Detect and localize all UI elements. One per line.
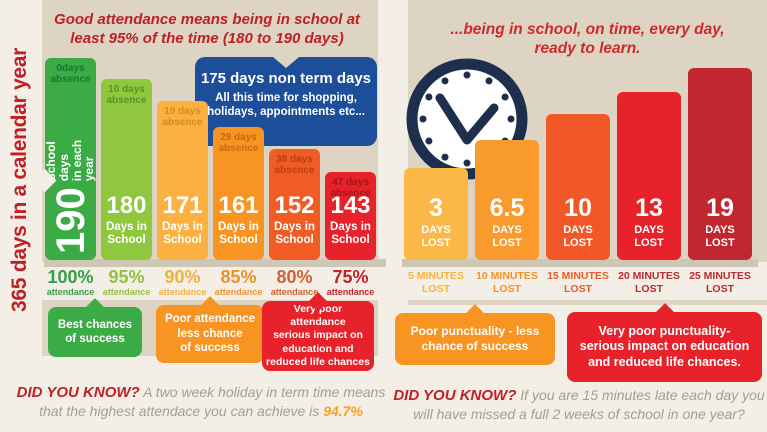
bar-value: 152	[274, 192, 315, 220]
did-you-know-label: DID YOU KNOW?	[393, 387, 517, 404]
minutes-lost-5: 5 MINUTES LOST	[407, 270, 464, 295]
bar-caption: Days in School	[330, 221, 371, 247]
right-panel-lower-background	[408, 300, 767, 305]
did-you-know-right: DID YOU KNOW? If you are 15 minutes late…	[393, 387, 765, 423]
bar-unit: DAYS LOST	[563, 224, 593, 249]
did-you-know-left: DID YOU KNOW? A two week holiday in term…	[15, 384, 387, 420]
bar-days-in-school-171: 19 days absence 171 Days in School	[157, 101, 208, 260]
pct-value: 80%	[276, 267, 313, 287]
bar-caption: Days in School	[274, 221, 315, 247]
minutes-lost-20: 20 MINUTES LOST	[618, 270, 680, 295]
absence-label: 29 days absence	[218, 132, 259, 155]
absence-label: 19 days absence	[162, 106, 203, 129]
pct-value: 90%	[164, 267, 201, 287]
pct-value: 85%	[220, 267, 257, 287]
bar-days-in-school-190: 0days absence 190 School days in each ye…	[32, 58, 97, 260]
pct-word: attendance	[46, 287, 95, 297]
bar-value: 6.5	[489, 194, 525, 223]
bar-value: 143	[330, 192, 371, 220]
bar-unit: DAYS LOST	[705, 224, 735, 249]
bar-days-lost-6-5: 6.5 DAYS LOST	[475, 140, 539, 260]
bubble-tail	[465, 304, 485, 324]
bar-unit: DAYS LOST	[634, 224, 664, 249]
bar-value: 161	[218, 192, 259, 220]
absence-label: 47 days absence	[330, 177, 371, 200]
bubble-text: Best chances of success	[57, 318, 133, 345]
bar-days-lost-19: 19 DAYS LOST	[688, 68, 752, 260]
very-poor-attendance-bubble: Very poor attendance serious impact on e…	[262, 292, 374, 371]
bar-value: 13	[635, 194, 663, 223]
pct-word: attendance	[214, 287, 263, 297]
callout-title: 175 days non term days	[200, 70, 372, 87]
bar-days-in-school-152: 38 days absence 152 Days in School	[269, 149, 320, 260]
bar-value: 190	[48, 187, 93, 254]
pct-word: attendance	[158, 287, 207, 297]
attendance-pct-85: 85% attendance	[211, 268, 266, 297]
pct-value: 100%	[47, 267, 94, 287]
left-chart-baseline	[44, 259, 386, 267]
right-section-title: ...being in school, on time, every day, …	[450, 21, 725, 58]
bar-unit: DAYS LOST	[421, 224, 451, 249]
left-section-title: Good attendance means being in school at…	[54, 10, 360, 48]
bar-value: 171	[162, 192, 203, 220]
attendance-pct-80: 80% attendance	[267, 268, 322, 297]
attendance-pct-100: 100% attendance	[43, 268, 98, 297]
attendance-pct-90: 90% attendance	[155, 268, 210, 297]
bar-caption: Days in School	[106, 221, 147, 247]
bar-days-lost-3: 3 DAYS LOST	[404, 168, 468, 260]
absence-label: 38 days absence	[274, 154, 315, 177]
callout-body: All this time for shopping, holidays, ap…	[207, 92, 365, 119]
minutes-lost-25: 25 MINUTES LOST	[689, 270, 751, 295]
bar-days-lost-13: 13 DAYS LOST	[617, 92, 681, 260]
bar-caption: Days in School	[218, 221, 259, 247]
pct-word: attendance	[102, 287, 151, 297]
bar-caption: Days in School	[162, 221, 203, 247]
bubble-tail	[654, 303, 675, 323]
bar-value: 3	[429, 194, 443, 223]
bar-value: 19	[706, 194, 734, 223]
pct-value: 75%	[332, 267, 369, 287]
bar-unit: DAYS LOST	[492, 224, 522, 249]
attendance-pct-95: 95% attendance	[99, 268, 154, 297]
bar-days-in-school-161: 29 days absence 161 Days in School	[213, 127, 264, 260]
poor-punctuality-bubble: Poor punctuality - less chance of succes…	[395, 304, 555, 365]
very-poor-punctuality-bubble: Very poor punctuality- serious impact on…	[567, 303, 762, 382]
absence-label: 0days absence	[50, 63, 91, 86]
bar-days-lost-10: 10 DAYS LOST	[546, 114, 610, 260]
pct-word: attendance	[270, 287, 319, 297]
bubble-text: Poor attendance less chance of success	[164, 313, 256, 355]
callout-notch	[273, 57, 299, 68]
bar-value: 180	[106, 192, 147, 220]
best-chances-bubble: Best chances of success	[48, 298, 142, 357]
pct-value: 95%	[108, 267, 145, 287]
did-you-know-label: DID YOU KNOW?	[16, 384, 140, 401]
did-you-know-text: If you are 15 minutes late each day you …	[413, 387, 765, 422]
bar-days-in-school-180: 10 days absence 180 Days in School	[101, 79, 152, 260]
minutes-lost-15: 15 MINUTES LOST	[547, 270, 609, 295]
bar-days-in-school-143: 47 days absence 143 Days in School	[325, 172, 376, 260]
pct-word: attendance	[326, 287, 375, 297]
absence-label: 10 days absence	[106, 84, 147, 107]
did-you-know-text: A two week holiday in term time means th…	[39, 384, 386, 419]
bubble-text: Very poor punctuality- serious impact on…	[579, 323, 750, 369]
bar-value: 10	[564, 194, 592, 223]
minutes-lost-10: 10 MINUTES LOST	[476, 270, 538, 295]
bar-caption: School days in each year	[43, 139, 97, 182]
right-chart-baseline	[402, 259, 758, 267]
bubble-text: Very poor attendance serious impact on e…	[266, 303, 370, 368]
bubble-text: Poor punctuality - less chance of succes…	[410, 324, 540, 353]
poor-attendance-bubble: Poor attendance less chance of success	[156, 296, 264, 363]
attendance-pct-75: 75% attendance	[323, 268, 378, 297]
did-you-know-highlight: 94.7%	[323, 402, 363, 419]
